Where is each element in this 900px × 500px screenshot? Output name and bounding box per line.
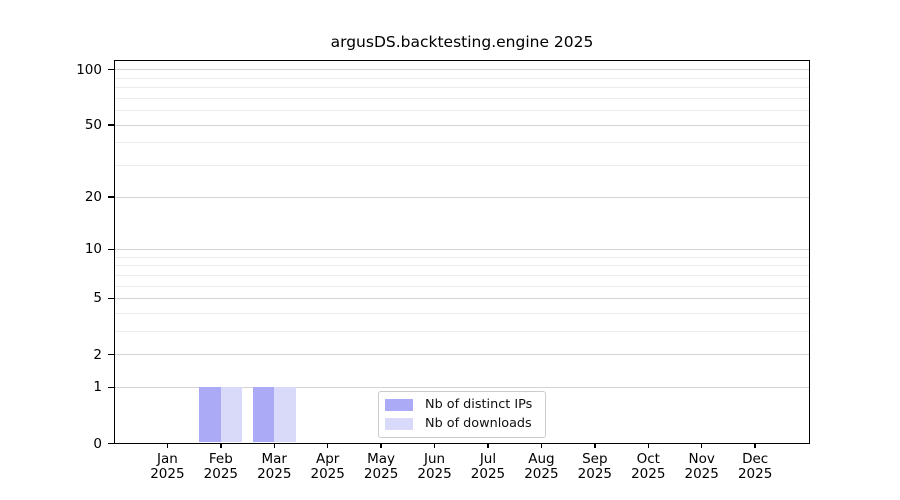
bar-downloads-mar — [274, 386, 296, 442]
chart-title: argusDS.backtesting.engine 2025 — [330, 33, 594, 51]
gridline-y-2 — [115, 354, 809, 356]
legend: Nb of distinct IPs Nb of downloads — [378, 390, 546, 438]
minor-gridline-y-60 — [115, 110, 809, 112]
legend-label-distinct-ips: Nb of distinct IPs — [425, 397, 533, 413]
x-tick-label-aug: Aug 2025 — [509, 452, 573, 481]
minor-gridline-y-8 — [115, 265, 809, 267]
x-tick-label-jun: Jun 2025 — [403, 452, 467, 481]
x-tick-month: Oct — [636, 451, 660, 467]
legend-item-distinct-ips: Nb of distinct IPs — [379, 395, 545, 414]
minor-gridline-y-9 — [115, 256, 809, 258]
y-tick-mark-2 — [107, 353, 114, 356]
x-tick-year: 2025 — [150, 465, 185, 482]
plot-area — [114, 60, 810, 444]
x-tick-mark-sep — [594, 443, 596, 448]
x-tick-year: 2025 — [631, 465, 666, 482]
x-tick-mark-feb — [220, 443, 222, 448]
legend-swatch-distinct-ips — [385, 398, 413, 411]
minor-gridline-y-3 — [115, 330, 809, 332]
x-tick-year: 2025 — [257, 465, 292, 482]
minor-gridline-y-70 — [115, 97, 809, 99]
x-tick-mark-nov — [701, 443, 703, 448]
y-tick-mark-10 — [107, 248, 114, 251]
x-tick-mark-dec — [754, 443, 756, 448]
x-tick-label-jan: Jan 2025 — [135, 452, 199, 481]
x-tick-label-dec: Dec 2025 — [723, 452, 787, 481]
bar-distinct-ips-feb — [199, 386, 221, 442]
x-tick-mark-jul — [487, 443, 489, 448]
x-tick-month: Apr — [316, 451, 340, 467]
minor-gridline-y-6 — [115, 285, 809, 287]
gridline-y-100 — [115, 69, 809, 71]
y-tick-label-0: 0 — [93, 435, 102, 452]
y-tick-label-1: 1 — [93, 379, 102, 396]
x-tick-label-feb: Feb 2025 — [189, 452, 253, 481]
x-tick-mark-may — [380, 443, 382, 448]
x-tick-month: Jun — [424, 451, 446, 467]
x-tick-mark-apr — [326, 443, 329, 448]
minor-gridline-y-30 — [115, 165, 809, 167]
y-tick-mark-5 — [107, 297, 114, 300]
bar-distinct-ips-mar — [252, 386, 275, 442]
x-tick-year: 2025 — [524, 465, 559, 482]
y-tick-mark-0 — [107, 442, 114, 445]
x-tick-year: 2025 — [203, 465, 238, 482]
x-tick-label-may: May 2025 — [349, 452, 413, 481]
x-tick-year: 2025 — [310, 465, 345, 482]
x-tick-month: Jan — [156, 451, 178, 467]
gridline-y-10 — [115, 248, 809, 250]
minor-gridline-y-80 — [115, 87, 809, 89]
gridline-y-1 — [115, 386, 809, 388]
minor-gridline-y-4 — [115, 312, 809, 314]
gridline-y-5 — [115, 298, 809, 300]
x-tick-mark-jan — [166, 443, 169, 448]
minor-gridline-y-40 — [115, 142, 809, 144]
minor-gridline-y-90 — [115, 77, 809, 79]
x-tick-year: 2025 — [684, 465, 719, 482]
legend-swatch-downloads — [385, 417, 413, 430]
x-tick-month: Dec — [742, 451, 769, 467]
x-tick-label-jul: Jul 2025 — [456, 452, 520, 481]
x-tick-label-mar: Mar 2025 — [242, 452, 306, 481]
y-tick-label-20: 20 — [84, 188, 102, 205]
x-tick-month: Feb — [208, 451, 233, 467]
y-tick-mark-50 — [107, 124, 114, 126]
y-tick-label-10: 10 — [84, 241, 102, 258]
x-tick-month: Sep — [582, 451, 608, 467]
x-tick-label-sep: Sep 2025 — [563, 452, 627, 481]
x-tick-month: May — [367, 451, 396, 467]
x-tick-year: 2025 — [417, 465, 452, 482]
x-tick-mark-oct — [647, 443, 649, 448]
y-tick-label-2: 2 — [93, 346, 102, 363]
x-tick-month: Aug — [528, 451, 555, 467]
y-tick-label-100: 100 — [76, 61, 102, 78]
legend-label-downloads: Nb of downloads — [425, 416, 532, 432]
x-tick-label-apr: Apr 2025 — [296, 452, 360, 481]
x-tick-mark-mar — [273, 443, 275, 448]
gridline-y-20 — [115, 196, 809, 198]
minor-gridline-y-7 — [115, 274, 809, 276]
x-tick-month: Mar — [261, 451, 287, 467]
y-tick-mark-1 — [107, 386, 114, 389]
x-tick-mark-aug — [540, 443, 543, 448]
x-tick-year: 2025 — [363, 465, 399, 482]
x-tick-mark-jun — [433, 443, 436, 448]
gridline-y-50 — [115, 124, 809, 126]
bar-downloads-feb — [220, 386, 243, 442]
x-tick-label-oct: Oct 2025 — [616, 452, 680, 481]
x-tick-month: Jul — [479, 451, 497, 467]
y-tick-label-5: 5 — [93, 290, 102, 307]
x-tick-year: 2025 — [737, 465, 773, 482]
y-tick-mark-100 — [107, 69, 114, 71]
y-tick-mark-20 — [107, 196, 114, 198]
legend-item-downloads: Nb of downloads — [379, 414, 545, 433]
x-tick-year: 2025 — [470, 465, 506, 482]
x-tick-year: 2025 — [577, 465, 612, 482]
y-tick-label-50: 50 — [84, 117, 102, 134]
x-tick-label-nov: Nov 2025 — [670, 452, 734, 481]
x-tick-month: Nov — [688, 451, 715, 467]
